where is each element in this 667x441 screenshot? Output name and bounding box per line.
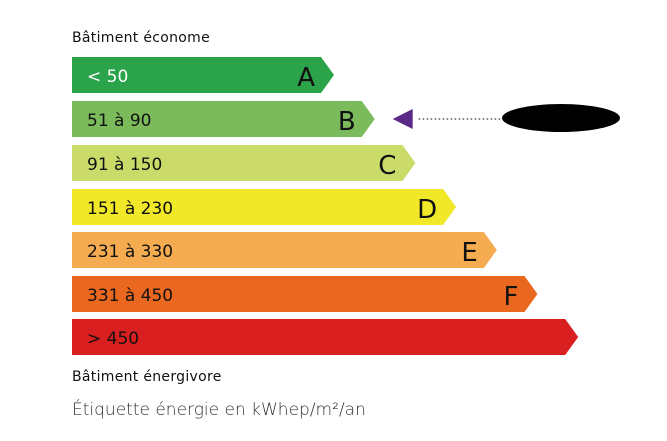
unit-caption: Étiquette énergie en kWhep/m²/an (72, 400, 366, 420)
range-label: < 50 (87, 67, 128, 87)
range-label: > 450 (87, 329, 139, 349)
class-letter: E (461, 238, 477, 268)
indicator-arrow (392, 109, 413, 129)
class-letter: F (504, 282, 519, 312)
redacted-value (502, 104, 620, 132)
top-label: Bâtiment économe (72, 30, 210, 46)
bottom-label: Bâtiment énergivore (72, 369, 222, 385)
bar-C (72, 145, 416, 181)
range-label: 91 à 150 (87, 155, 162, 175)
class-letter: C (378, 151, 396, 181)
class-letter: D (417, 195, 437, 225)
range-label: 51 à 90 (87, 111, 152, 131)
bar-D (72, 189, 457, 225)
class-letter: B (338, 107, 356, 137)
range-label: 231 à 330 (87, 242, 173, 262)
range-label: 331 à 450 (87, 286, 173, 306)
class-letter: A (297, 63, 315, 93)
bar-g (72, 319, 579, 355)
range-label: 151 à 230 (87, 199, 173, 219)
bar-E (72, 232, 497, 268)
bar-F (72, 276, 538, 312)
bar-A (72, 57, 334, 93)
bar-B (72, 101, 375, 137)
